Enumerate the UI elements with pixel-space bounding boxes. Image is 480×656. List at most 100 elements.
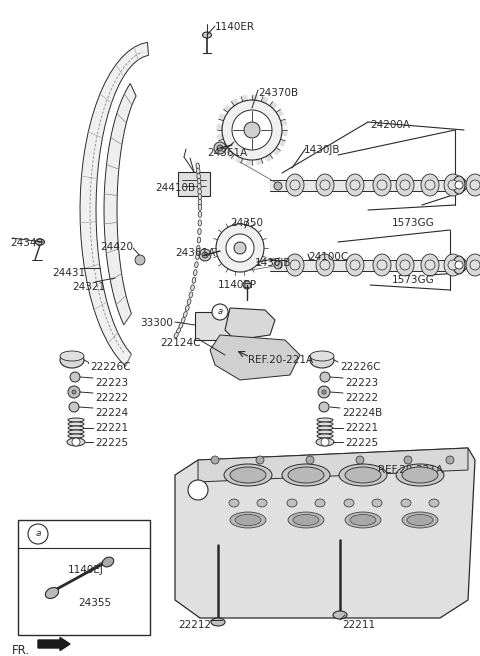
Bar [18,520,150,635]
Text: 1140ER: 1140ER [215,22,255,32]
Text: 22211: 22211 [342,620,375,630]
Ellipse shape [102,557,114,567]
Polygon shape [270,180,455,190]
Ellipse shape [421,254,439,276]
Circle shape [321,438,329,446]
Circle shape [274,261,282,269]
Text: 1573GG: 1573GG [392,218,435,228]
Text: 24410B: 24410B [155,183,195,193]
Ellipse shape [36,239,45,245]
Circle shape [28,524,48,544]
FancyArrow shape [38,638,70,651]
Circle shape [70,372,80,382]
Text: 1430JB: 1430JB [255,258,291,268]
Ellipse shape [310,352,334,368]
Circle shape [377,180,387,190]
Ellipse shape [316,174,334,196]
Polygon shape [282,130,287,136]
Circle shape [226,234,254,262]
Ellipse shape [197,173,201,179]
Ellipse shape [185,305,189,311]
Text: 22224B: 22224B [342,408,382,418]
Text: 24350: 24350 [230,218,263,228]
Text: 22222: 22222 [95,393,128,403]
Circle shape [470,260,480,270]
Ellipse shape [372,499,382,507]
Text: 24361A: 24361A [175,248,215,258]
Ellipse shape [192,277,196,283]
Text: 22124C: 22124C [160,338,201,348]
Ellipse shape [60,352,84,368]
Circle shape [448,180,458,190]
Polygon shape [252,95,257,100]
Polygon shape [219,114,225,121]
Circle shape [216,224,264,272]
Ellipse shape [286,254,304,276]
Text: 22225: 22225 [95,438,128,448]
Polygon shape [225,308,275,340]
Circle shape [448,260,458,270]
Circle shape [274,182,282,190]
Ellipse shape [198,184,201,190]
Polygon shape [273,148,280,155]
Text: 24361A: 24361A [207,148,247,158]
Text: 33300: 33300 [140,318,173,328]
Ellipse shape [196,254,199,260]
Text: 22223: 22223 [345,378,378,388]
Ellipse shape [230,512,266,528]
Circle shape [290,180,300,190]
Ellipse shape [198,220,202,226]
Ellipse shape [350,514,376,525]
Polygon shape [270,260,455,270]
Circle shape [455,181,463,189]
Ellipse shape [257,499,267,507]
Polygon shape [280,119,287,125]
Circle shape [455,261,463,269]
Text: 24200A: 24200A [370,120,410,130]
Ellipse shape [316,438,334,446]
Text: REF.20-221A: REF.20-221A [378,465,443,475]
Circle shape [244,122,260,138]
Text: 1140EP: 1140EP [218,280,257,290]
Text: 22226C: 22226C [90,362,131,372]
Ellipse shape [288,512,324,528]
Polygon shape [104,83,136,325]
Circle shape [377,260,387,270]
Polygon shape [198,448,468,482]
Ellipse shape [317,430,333,434]
Polygon shape [236,157,243,163]
Ellipse shape [466,174,480,196]
Ellipse shape [345,512,381,528]
Circle shape [188,480,208,500]
Circle shape [470,180,480,190]
Ellipse shape [317,418,333,422]
Ellipse shape [198,189,201,195]
Circle shape [69,402,79,412]
Polygon shape [231,99,239,106]
Text: 22212: 22212 [178,620,211,630]
Polygon shape [276,110,283,116]
Circle shape [214,142,226,154]
Ellipse shape [68,426,84,430]
Ellipse shape [197,237,201,243]
Polygon shape [270,102,277,109]
Ellipse shape [453,176,465,194]
Circle shape [320,180,330,190]
Circle shape [400,260,410,270]
Ellipse shape [402,512,438,528]
Ellipse shape [229,499,239,507]
Ellipse shape [198,194,202,200]
Circle shape [68,386,80,398]
Ellipse shape [195,262,198,268]
Circle shape [306,456,314,464]
Ellipse shape [211,618,225,626]
Ellipse shape [396,174,414,196]
Text: 22225: 22225 [345,438,378,448]
Circle shape [425,180,435,190]
Ellipse shape [401,499,411,507]
Ellipse shape [333,611,347,619]
Circle shape [212,304,228,320]
Text: 24431: 24431 [52,268,85,278]
Circle shape [404,456,412,464]
Circle shape [290,260,300,270]
